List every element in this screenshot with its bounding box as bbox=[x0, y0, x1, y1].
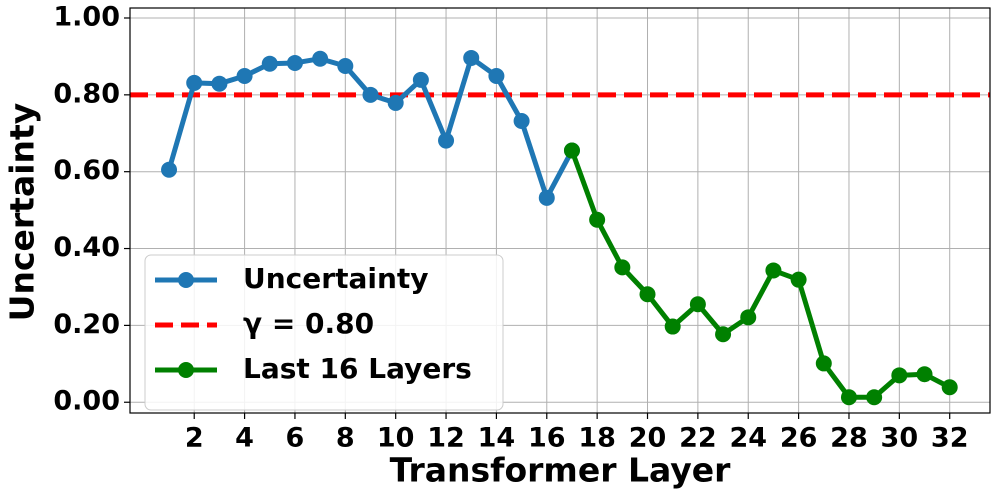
x-tick-label: 16 bbox=[528, 423, 566, 454]
data-point bbox=[941, 379, 958, 396]
data-point bbox=[765, 262, 782, 279]
data-point bbox=[563, 142, 580, 159]
data-point bbox=[689, 296, 706, 313]
data-point bbox=[815, 355, 832, 372]
data-point bbox=[916, 366, 933, 383]
legend-label: Uncertainty bbox=[243, 262, 429, 295]
grid bbox=[130, 8, 990, 413]
legend-box bbox=[144, 254, 504, 411]
y-tick-label: 0.00 bbox=[53, 386, 120, 417]
legend-marker bbox=[178, 272, 194, 288]
series-line bbox=[569, 149, 951, 400]
y-tick-label: 0.40 bbox=[53, 232, 120, 263]
data-point bbox=[362, 86, 379, 103]
series-line bbox=[166, 55, 575, 201]
x-tick-label: 4 bbox=[235, 423, 254, 454]
plot bbox=[130, 49, 990, 406]
x-tick-label: 28 bbox=[830, 423, 868, 454]
data-point bbox=[891, 367, 908, 384]
data-point bbox=[866, 389, 883, 406]
y-tick-label: 1.00 bbox=[53, 1, 120, 32]
data-point bbox=[161, 161, 178, 178]
data-point bbox=[463, 49, 480, 66]
x-tick-label: 12 bbox=[427, 423, 465, 454]
x-tick-label: 10 bbox=[377, 423, 415, 454]
legend-label: Last 16 Layers bbox=[243, 352, 472, 385]
x-tick-label: 8 bbox=[336, 423, 355, 454]
x-tick-label: 26 bbox=[780, 423, 818, 454]
x-axis-label: Transformer Layer bbox=[390, 451, 732, 490]
data-point bbox=[715, 326, 732, 343]
plot-frame bbox=[129, 7, 991, 414]
data-point bbox=[538, 189, 555, 206]
data-point bbox=[664, 318, 681, 335]
data-point bbox=[790, 271, 807, 288]
x-tick-label: 2 bbox=[185, 423, 204, 454]
x-tick-label: 22 bbox=[679, 423, 717, 454]
x-tick-label: 18 bbox=[578, 423, 616, 454]
data-point bbox=[740, 309, 757, 326]
x-tick-label: 32 bbox=[931, 423, 969, 454]
y-tick-label: 0.20 bbox=[53, 309, 120, 340]
data-point bbox=[840, 389, 857, 406]
legend: Uncertainty γ = 0.80 Last 16 Layers bbox=[144, 254, 504, 411]
legend-label: γ = 0.80 bbox=[243, 307, 374, 340]
data-point bbox=[236, 68, 253, 85]
data-point bbox=[387, 94, 404, 111]
data-point bbox=[412, 71, 429, 88]
y-tick-label: 0.80 bbox=[53, 78, 120, 109]
data-point bbox=[337, 58, 354, 75]
legend-marker bbox=[178, 362, 194, 378]
x-tick-label: 24 bbox=[729, 423, 767, 454]
data-point bbox=[186, 74, 203, 91]
data-point bbox=[438, 132, 455, 149]
x-tick-label: 20 bbox=[629, 423, 667, 454]
x-tick-label: 14 bbox=[478, 423, 516, 454]
data-point bbox=[589, 211, 606, 228]
data-point bbox=[312, 50, 329, 67]
x-tick-label: 30 bbox=[881, 423, 919, 454]
data-point bbox=[488, 68, 505, 85]
x-tick-label: 6 bbox=[286, 423, 305, 454]
data-point bbox=[513, 112, 530, 129]
data-point bbox=[286, 54, 303, 71]
data-point bbox=[211, 75, 228, 92]
data-point bbox=[261, 55, 278, 72]
data-point bbox=[614, 259, 631, 276]
data-point bbox=[639, 286, 656, 303]
y-tick-label: 0.60 bbox=[53, 155, 120, 186]
y-axis-label: Uncertainty bbox=[3, 103, 42, 322]
